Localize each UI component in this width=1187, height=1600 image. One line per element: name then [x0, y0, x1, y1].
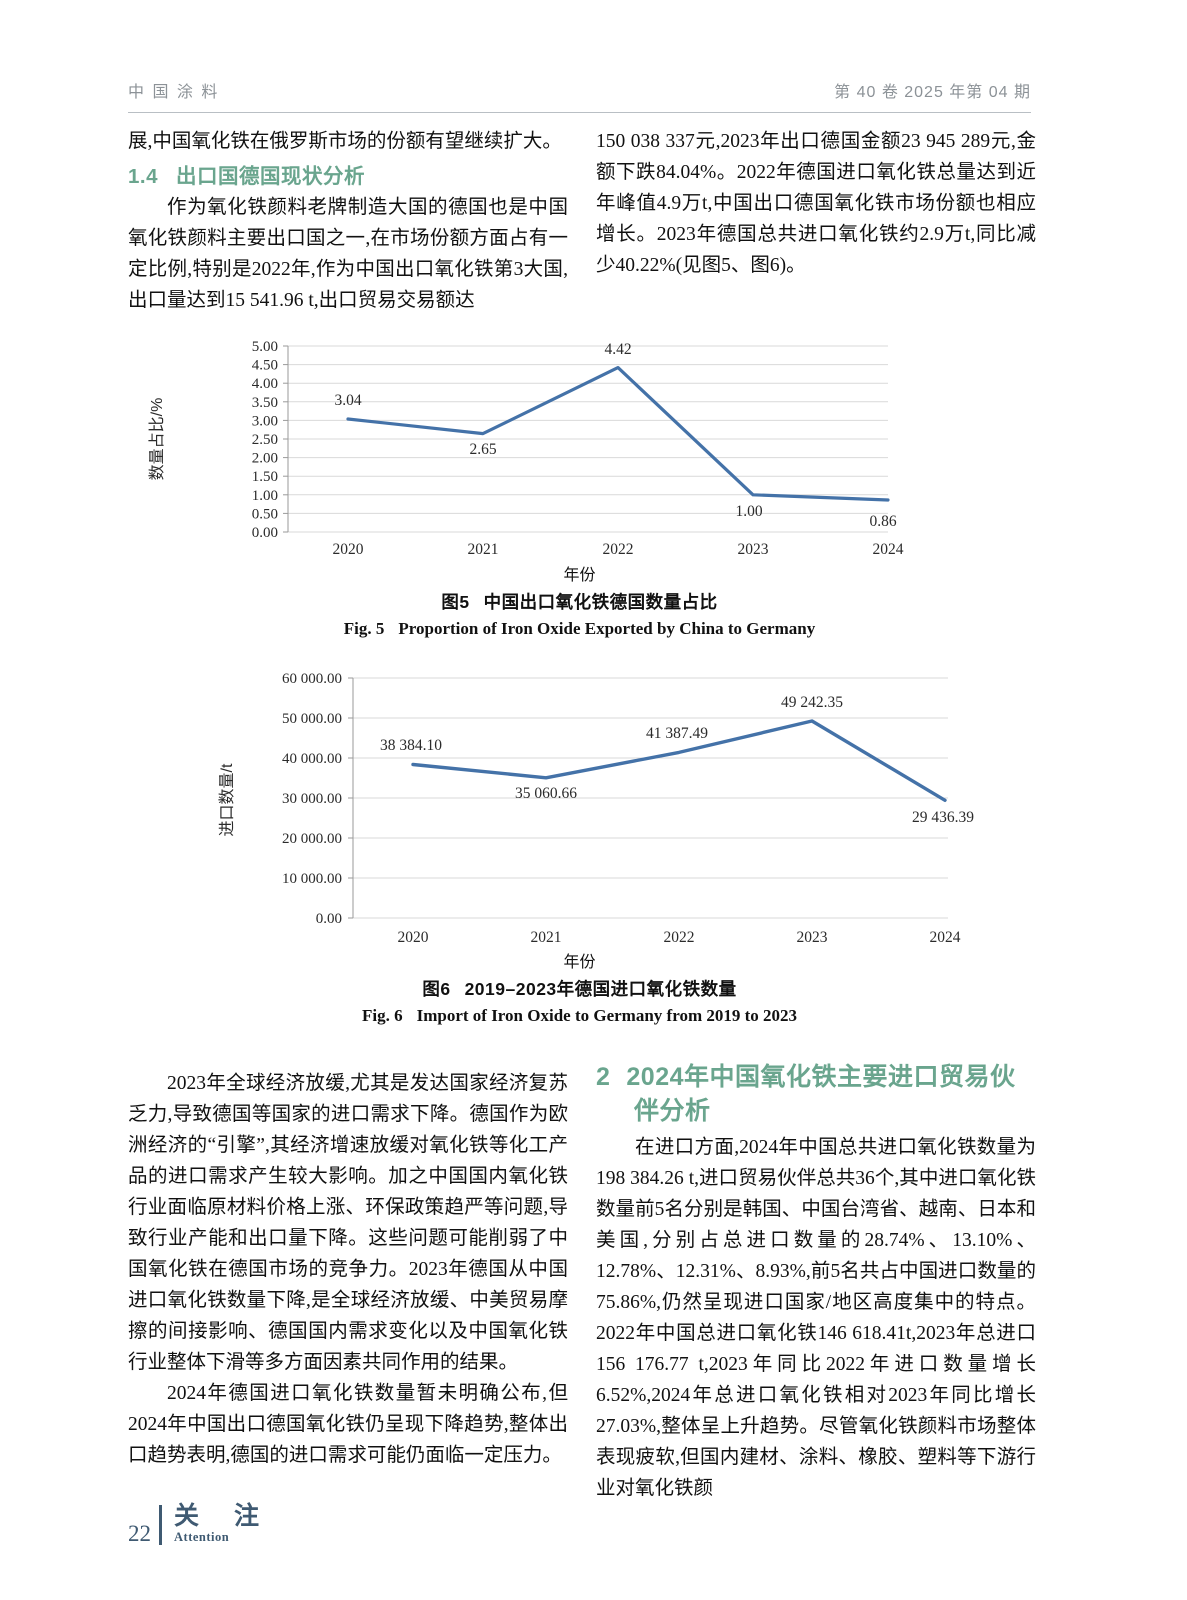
footer-divider [159, 1505, 162, 1545]
figure-6-yaxis-title: 进口数量/t [218, 763, 236, 836]
running-header: 中 国 涂 料 第 40 卷 2025 年第 04 期 [128, 78, 1031, 113]
figure-5-ytick-label: 5.00 [252, 339, 278, 355]
left-paragraph-1: 作为氧化铁颜料老牌制造大国的德国也是中国氧化铁颜料主要出口国之一,在市场份额方面… [128, 197, 568, 311]
figure-6-ytick-marks [348, 677, 353, 919]
figure-5-label-cn: 图5 [441, 592, 470, 612]
figure-6-data-label: 29 436.39 [912, 809, 974, 826]
section-heading-2: 2 2024年中国氧化铁主要进口贸易伙伴分析 [596, 1060, 1036, 1128]
section-number: 1.4 [128, 165, 158, 188]
volume-issue: 第 40 卷 2025 年第 04 期 [834, 84, 1031, 101]
figure-6-chart: 60 000.00 50 000.00 40 000.00 30 000.00 … [128, 650, 1031, 972]
section-2-title: 2024年中国氧化铁主要进口贸易伙伴分析 [626, 1063, 1016, 1125]
figure-5-ytick-label: 3.50 [252, 395, 278, 411]
figure-5-ytick-label: 4.00 [252, 376, 278, 392]
figure-5: 5.00 4.50 4.00 3.50 3.00 2.50 2.00 1.50 … [128, 330, 1031, 639]
figure-6-xaxis-title: 年份 [563, 954, 596, 971]
figure-5-xtick-label: 2022 [603, 541, 634, 558]
right-paragraph-1: 在进口方面,2024年中国总共进口氧化铁数量为198 384.26 t,进口贸易… [596, 1137, 1036, 1499]
figure-6-caption-en: Fig. 6 Import of Iron Oxide to Germany fr… [128, 1006, 1031, 1026]
figure-5-gridlines [288, 345, 888, 533]
page-number: 22 [128, 1521, 151, 1546]
section-title: 出口国德国现状分析 [176, 165, 365, 188]
figure-6-label-cn: 图6 [422, 979, 451, 999]
figure-5-caption-cn: 图5 中国出口氧化铁德国数量占比 [128, 589, 1031, 614]
figure-6-xtick-label: 2022 [664, 929, 695, 946]
figure-6-xtick-label: 2023 [797, 929, 828, 946]
left-paragraph-3: 2024年德国进口氧化铁数量暂未明确公布,但2024年中国出口德国氧化铁仍呈现下… [128, 1383, 568, 1466]
figure-5-label-en: Fig. 5 [343, 619, 385, 638]
left-column-top: 展,中国氧化铁在俄罗斯市场的份额有望继续扩大。 1.4 出口国德国现状分析 作为氧… [128, 126, 568, 316]
figure-5-ytick-label: 3.00 [252, 413, 278, 429]
figure-5-xtick-label: 2021 [468, 541, 499, 558]
figure-5-caption-en: Fig. 5 Proportion of Iron Oxide Exported … [128, 619, 1031, 639]
figure-5-title-en: Proportion of Iron Oxide Exported by Chi… [398, 619, 816, 638]
footer-section-cn: 关 注 [174, 1502, 273, 1530]
figure-5-xtick-label: 2020 [333, 541, 364, 558]
figure-5-svg: 5.00 4.50 4.00 3.50 3.00 2.50 2.00 1.50 … [148, 339, 904, 558]
figure-6-xtick-label: 2021 [531, 929, 562, 946]
figure-5-data-label: 3.04 [334, 392, 361, 409]
figure-6-series-line [411, 719, 947, 803]
figure-6-title-cn: 2019–2023年德国进口氧化铁数量 [464, 979, 737, 999]
figure-5-xaxis-title: 年份 [563, 567, 596, 584]
figure-6-ytick-label: 20 000.00 [282, 831, 342, 847]
figure-5-ytick-label: 2.50 [252, 432, 278, 448]
figure-5-xtick-label: 2023 [738, 541, 769, 558]
figure-6-gridlines [353, 677, 948, 919]
figure-5-ytick-marks [283, 345, 288, 533]
figure-6-data-label: 35 060.66 [515, 785, 577, 802]
right-column-top: 150 038 337元,2023年出口德国金额23 945 289元,金额下跌… [596, 126, 1036, 281]
left-column-bottom: 2023年全球经济放缓,尤其是发达国家经济复苏乏力,导致德国等国家的进口需求下降… [128, 1068, 568, 1471]
figure-5-yaxis-title: 数量占比/% [148, 398, 166, 481]
figure-5-data-label: 2.65 [469, 441, 496, 458]
right-paragraph-continued: 150 038 337元,2023年出口德国金额23 945 289元,金额下跌… [596, 131, 1036, 276]
left-paragraph-2: 2023年全球经济放缓,尤其是发达国家经济复苏乏力,导致德国等国家的进口需求下降… [128, 1073, 568, 1373]
figure-6-label-en: Fig. 6 [361, 1006, 403, 1025]
figure-5-ytick-label: 4.50 [252, 358, 278, 374]
figure-5-ytick-label: 1.50 [252, 469, 278, 485]
figure-6-data-label: 38 384.10 [380, 737, 442, 754]
page-footer: 22 关 注 Attention [128, 1504, 273, 1545]
figure-6-ytick-label: 10 000.00 [282, 871, 342, 887]
figure-5-data-label: 0.86 [869, 513, 896, 530]
figure-5-ytick-label: 2.00 [252, 451, 278, 467]
figure-6-caption: 图6 2019–2023年德国进口氧化铁数量 Fig. 6 Import of Ir… [128, 976, 1031, 1026]
figure-6-caption-cn: 图6 2019–2023年德国进口氧化铁数量 [128, 976, 1031, 1001]
figure-5-ytick-label: 0.50 [252, 506, 278, 522]
figure-6-ytick-label: 30 000.00 [282, 791, 342, 807]
figure-6: 60 000.00 50 000.00 40 000.00 30 000.00 … [128, 650, 1031, 1026]
figure-6-ytick-label: 40 000.00 [282, 751, 342, 767]
figure-6-ytick-label: 0.00 [316, 911, 342, 927]
figure-6-data-label: 49 242.35 [781, 694, 843, 711]
figure-5-xtick-label: 2024 [873, 541, 904, 558]
figure-6-title-en: Import of Iron Oxide to Germany from 201… [416, 1006, 798, 1025]
figure-6-ytick-label: 60 000.00 [282, 671, 342, 687]
figure-5-ytick-label: 1.00 [252, 488, 278, 504]
right-column-bottom: 2 2024年中国氧化铁主要进口贸易伙伴分析 在进口方面,2024年中国总共进口氧… [596, 1060, 1036, 1504]
figure-6-svg: 60 000.00 50 000.00 40 000.00 30 000.00 … [218, 671, 974, 946]
figure-5-title-cn: 中国出口氧化铁德国数量占比 [483, 592, 718, 612]
figure-5-data-label: 4.42 [604, 341, 631, 358]
figure-6-ytick-label: 50 000.00 [282, 711, 342, 727]
figure-5-series-line [346, 365, 890, 502]
left-paragraph-continued: 展,中国氧化铁在俄罗斯市场的份额有望继续扩大。 [128, 131, 562, 152]
figure-6-xtick-label: 2020 [398, 929, 429, 946]
figure-5-chart: 5.00 4.50 4.00 3.50 3.00 2.50 2.00 1.50 … [128, 330, 1031, 585]
figure-5-ytick-label: 0.00 [252, 525, 278, 541]
section-2-number: 2 [596, 1063, 611, 1091]
footer-section-en: Attention [174, 1530, 230, 1544]
figure-5-caption: 图5 中国出口氧化铁德国数量占比 Fig. 5 Proportion of Iron… [128, 589, 1031, 639]
journal-name: 中 国 涂 料 [128, 84, 220, 101]
figure-5-data-label: 1.00 [735, 503, 762, 520]
figure-6-xtick-label: 2024 [930, 929, 961, 946]
figure-6-data-label: 41 387.49 [646, 725, 708, 742]
section-heading-1-4: 1.4 出口国德国现状分析 [128, 159, 568, 189]
